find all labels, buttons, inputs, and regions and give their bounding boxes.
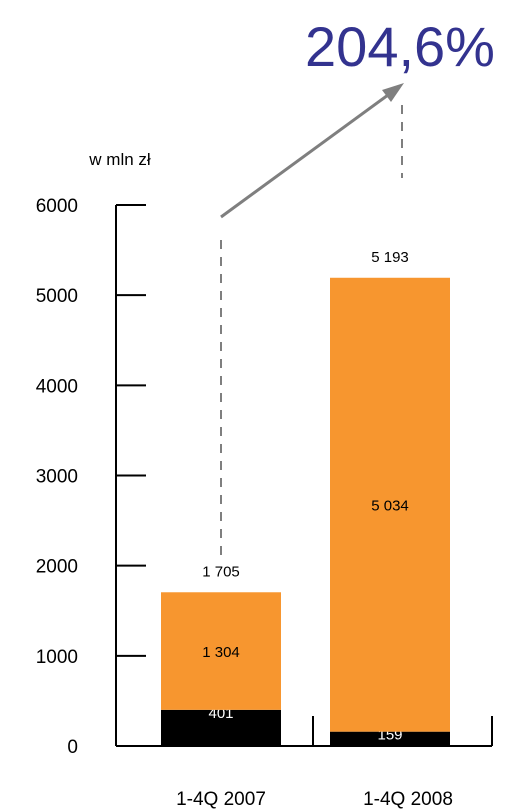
growth-label: 204,6% (305, 15, 495, 78)
y-tick-label: 4000 (36, 376, 78, 397)
data-label: 1 304 (202, 644, 240, 661)
y-tick-label: 0 (67, 737, 78, 758)
bar-segment (330, 731, 450, 746)
y-tick-label: 5000 (36, 286, 78, 307)
growth-arrow-head (382, 83, 404, 102)
y-tick-label: 3000 (36, 467, 78, 488)
growth-arrow-line (220, 93, 389, 219)
data-label: 5 034 (371, 498, 409, 515)
y-tick-label: 6000 (36, 196, 78, 217)
bar-segment (161, 709, 281, 746)
bar-segment (161, 592, 281, 710)
category-label: 1-4Q 2008 (363, 789, 453, 810)
total-label: 5 193 (371, 249, 409, 266)
total-label: 1 705 (202, 563, 240, 580)
category-label: 1-4Q 2007 (176, 789, 266, 810)
y-tick-label: 2000 (36, 557, 78, 578)
bar-segment (330, 277, 450, 732)
y-tick-label: 1000 (36, 647, 78, 668)
unit-label: w mln zł (88, 150, 151, 169)
